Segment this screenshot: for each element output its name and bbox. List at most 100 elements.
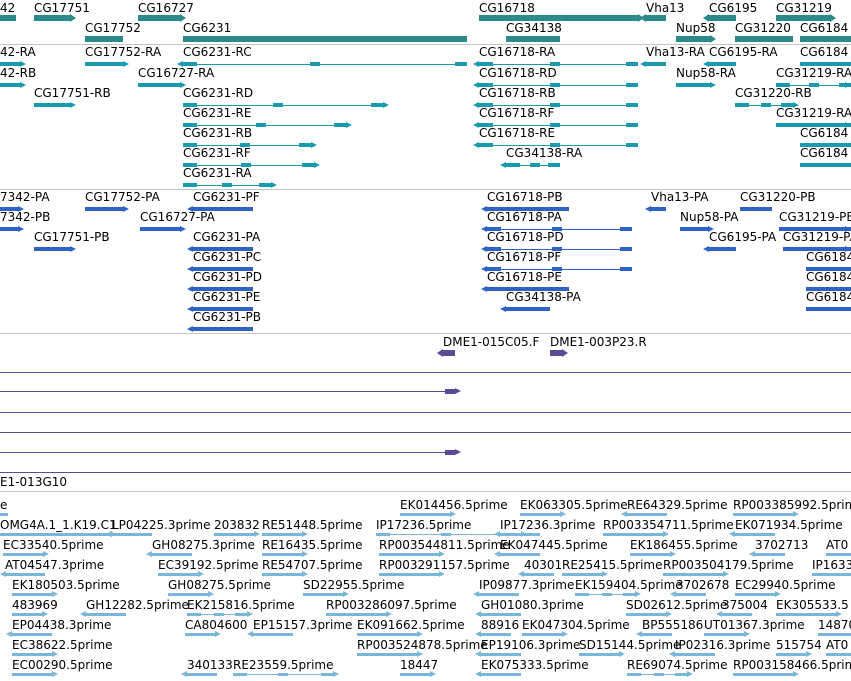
feature-glyph xyxy=(183,103,197,107)
strand-arrow xyxy=(439,571,445,577)
feature-glyph xyxy=(3,553,43,556)
strand-arrow xyxy=(430,671,436,677)
feature-label: 203832 xyxy=(214,518,260,532)
feature-glyph xyxy=(479,143,493,147)
feature-label: CG6231-RF xyxy=(183,146,251,160)
strand-arrow xyxy=(749,551,755,557)
feature-glyph xyxy=(704,633,744,636)
feature-label: Vha13 xyxy=(646,1,685,15)
feature-glyph xyxy=(0,472,851,473)
feature-glyph xyxy=(187,673,217,676)
feature-glyph xyxy=(602,593,612,596)
feature-glyph xyxy=(443,350,455,356)
strand-arrow xyxy=(473,591,479,597)
feature-label: AT04547.3prime xyxy=(5,558,105,572)
feature-label: RP003385992.5prime xyxy=(733,498,851,512)
feature-glyph xyxy=(214,613,224,616)
strand-arrow xyxy=(703,61,709,67)
feature-glyph xyxy=(806,267,851,271)
feature-label: RP003354711.5prime xyxy=(603,518,734,532)
strand-arrow xyxy=(80,611,86,617)
feature-glyph xyxy=(663,573,723,576)
feature-glyph xyxy=(193,267,253,271)
feature-glyph xyxy=(34,103,70,107)
feature-glyph xyxy=(86,613,126,616)
feature-glyph xyxy=(500,533,540,536)
feature-glyph xyxy=(812,573,851,576)
feature-glyph xyxy=(603,533,663,536)
feature-glyph xyxy=(761,103,771,107)
feature-label: OMG4A.1_1.K19.C1 xyxy=(0,518,117,532)
feature-glyph xyxy=(620,247,632,251)
feature-glyph xyxy=(709,15,736,21)
feature-label: SD02612.5prime xyxy=(626,598,728,612)
feature-label: RP003286097.5prime xyxy=(326,598,457,612)
feature-label: RP003504179.5prime xyxy=(663,558,794,572)
feature-label: IP1633 xyxy=(812,558,851,572)
strand-arrow xyxy=(518,571,524,577)
feature-glyph xyxy=(262,553,302,556)
feature-label: EK215816.5prime xyxy=(187,598,295,612)
strand-arrow xyxy=(187,286,193,292)
feature-glyph xyxy=(479,83,493,87)
feature-glyph xyxy=(371,103,383,107)
feature-glyph xyxy=(487,287,569,291)
feature-label: CG16718-RB xyxy=(479,86,556,100)
feature-glyph xyxy=(709,247,736,251)
feature-glyph xyxy=(183,64,467,65)
feature-glyph xyxy=(709,62,736,66)
feature-glyph xyxy=(0,452,455,453)
strand-arrow xyxy=(314,162,320,168)
feature-glyph xyxy=(735,36,793,42)
feature-glyph xyxy=(550,62,560,66)
feature-label: RE23559.5prime xyxy=(233,658,334,672)
strand-arrow xyxy=(716,611,722,617)
feature-label: CG17751-PB xyxy=(34,230,110,244)
strand-arrow xyxy=(475,611,481,617)
feature-glyph xyxy=(550,103,560,107)
feature-glyph xyxy=(552,227,562,231)
feature-label: EK071934.5prime xyxy=(735,518,843,532)
strand-arrow xyxy=(744,631,750,637)
strand-arrow xyxy=(271,182,277,188)
feature-glyph xyxy=(626,103,638,107)
strand-arrow xyxy=(500,162,506,168)
strand-arrow xyxy=(481,206,487,212)
feature-label: CG31220-PB xyxy=(740,190,816,204)
feature-glyph xyxy=(620,227,632,231)
feature-label: EP04438.3prime xyxy=(12,618,112,632)
feature-glyph xyxy=(776,653,806,656)
feature-label: EK180503.5prime xyxy=(12,578,120,592)
feature-glyph xyxy=(12,613,42,616)
feature-label: CG6184 xyxy=(800,146,849,160)
feature-glyph xyxy=(357,653,417,656)
feature-glyph xyxy=(627,513,667,516)
feature-glyph xyxy=(183,123,197,127)
feature-glyph xyxy=(722,613,752,616)
strand-arrow xyxy=(640,61,646,67)
feature-label: 42-RA xyxy=(0,45,36,59)
feature-label: CG16718-RA xyxy=(479,45,556,59)
strand-arrow xyxy=(333,671,339,677)
feature-glyph xyxy=(520,513,560,516)
feature-glyph xyxy=(262,573,302,576)
strand-arrow xyxy=(473,142,479,148)
feature-label: EC29940.5prime xyxy=(735,578,836,592)
strand-arrow xyxy=(180,14,186,22)
feature-glyph xyxy=(626,62,638,66)
feature-glyph xyxy=(623,593,635,596)
feature-label: CG34138-RA xyxy=(506,146,583,160)
feature-glyph xyxy=(487,267,501,271)
strand-arrow xyxy=(346,122,352,128)
strand-arrow xyxy=(473,122,479,128)
feature-glyph xyxy=(183,143,197,147)
feature-label: AT0 xyxy=(826,538,849,552)
feature-glyph xyxy=(626,83,638,87)
feature-glyph xyxy=(235,613,247,616)
feature-glyph xyxy=(441,533,451,536)
strand-arrow xyxy=(481,266,487,272)
feature-glyph xyxy=(676,593,706,596)
feature-glyph xyxy=(735,533,775,536)
strand-arrow xyxy=(52,651,58,657)
